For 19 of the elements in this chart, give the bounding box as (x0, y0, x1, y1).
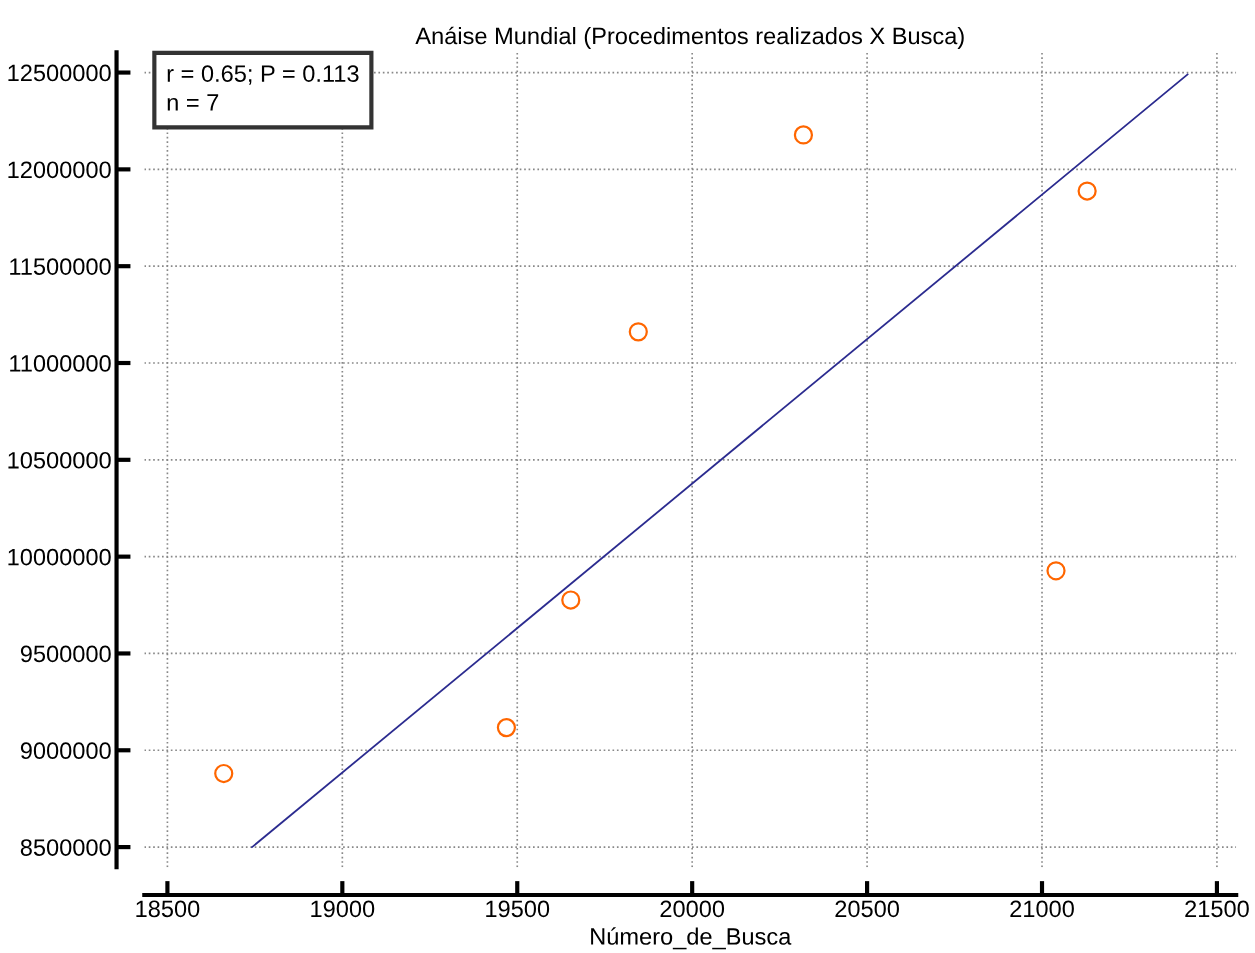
y-tick-label: 12500000 (8, 64, 111, 82)
x-tick-label: 18500 (136, 900, 200, 918)
x-tick-label: 20500 (835, 900, 899, 918)
y-tick-label: 10500000 (8, 451, 111, 469)
x-tick-label: 21500 (1185, 900, 1249, 918)
x-axis-title: Número_de_Busca (591, 927, 792, 950)
x-tick-label: 19000 (311, 900, 375, 918)
x-tick-label: 21000 (1010, 900, 1074, 918)
y-tick-label: 10000000 (8, 548, 111, 566)
y-tick-label: 9500000 (20, 645, 111, 663)
x-tick-label: 20000 (660, 900, 725, 918)
chart-title: Anáise Mundial (Procedimentos realizados X Busca) (415, 26, 964, 49)
y-tick-label: 11500000 (10, 258, 111, 275)
y-tick-label: 9000000 (20, 742, 111, 760)
x-tick-label: 19500 (486, 900, 550, 918)
y-tick-label: 11000000 (10, 355, 111, 372)
annotation: r = 0.65; P = 0.113 n = 7 (167, 65, 359, 111)
y-tick-label: 12000000 (8, 161, 111, 179)
y-tick-label: 8500000 (20, 839, 111, 856)
